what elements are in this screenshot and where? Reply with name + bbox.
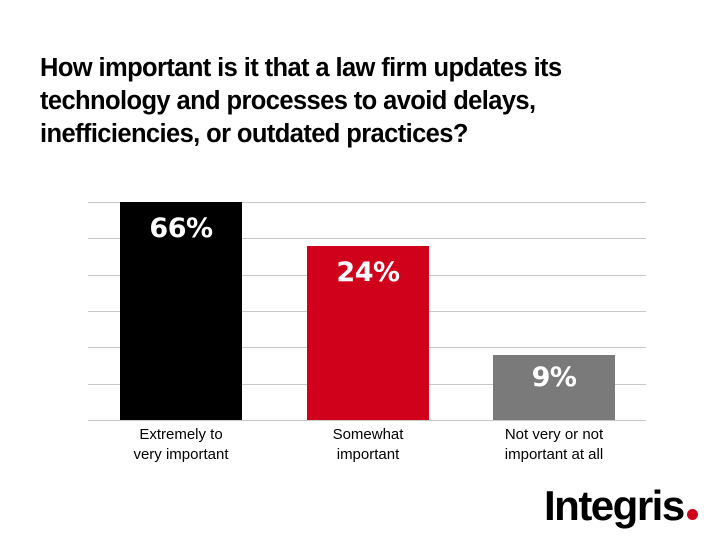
- chart-title: How important is it that a law firm upda…: [40, 54, 562, 148]
- gridline-baseline: [88, 420, 646, 421]
- bar-value-label: 66%: [149, 213, 213, 244]
- category-line: important: [336, 446, 400, 463]
- category-line: Not very or not: [504, 426, 604, 443]
- logo-text: Integris: [544, 482, 685, 529]
- category-label-somewhat: Somewhat important: [278, 425, 458, 465]
- bar-extremely-important: 66%: [120, 202, 242, 420]
- gridline: [88, 202, 646, 203]
- category-line: very important: [133, 446, 229, 463]
- category-line: Somewhat: [332, 426, 404, 443]
- category-line: Extremely to: [139, 426, 223, 443]
- integris-logo: Integris: [544, 481, 698, 531]
- bar-not-important: 9%: [493, 355, 615, 420]
- gridline: [88, 238, 646, 239]
- plot-area: 66% 24% 9%: [88, 202, 646, 421]
- bar-value-label: 9%: [531, 362, 577, 393]
- category-label-extremely: Extremely to very important: [91, 425, 271, 465]
- category-line: important at all: [504, 446, 604, 463]
- category-label-not-important: Not very or not important at all: [464, 425, 644, 465]
- bar-somewhat-important: 24%: [307, 246, 429, 420]
- bar-value-label: 24%: [336, 257, 400, 288]
- logo-dot-icon: [686, 509, 698, 520]
